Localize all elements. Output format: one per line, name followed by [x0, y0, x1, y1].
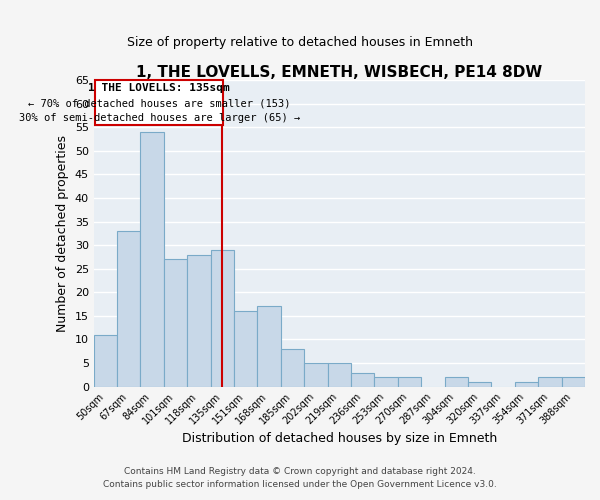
Bar	[117, 231, 140, 386]
Bar	[562, 377, 585, 386]
Bar	[211, 250, 234, 386]
Title: 1, THE LOVELLS, EMNETH, WISBECH, PE14 8DW: 1, THE LOVELLS, EMNETH, WISBECH, PE14 8D…	[136, 65, 542, 80]
Bar	[304, 363, 328, 386]
Bar	[140, 132, 164, 386]
Bar	[468, 382, 491, 386]
Text: ← 70% of detached houses are smaller (153): ← 70% of detached houses are smaller (15…	[28, 98, 290, 108]
Bar	[538, 377, 562, 386]
Text: Size of property relative to detached houses in Emneth: Size of property relative to detached ho…	[127, 36, 473, 49]
Y-axis label: Number of detached properties: Number of detached properties	[56, 135, 69, 332]
Text: 1 THE LOVELLS: 135sqm: 1 THE LOVELLS: 135sqm	[88, 83, 230, 93]
FancyBboxPatch shape	[95, 80, 223, 125]
Text: 30% of semi-detached houses are larger (65) →: 30% of semi-detached houses are larger (…	[19, 112, 300, 122]
Bar	[94, 335, 117, 386]
Bar	[164, 260, 187, 386]
Bar	[445, 377, 468, 386]
Bar	[234, 311, 257, 386]
Bar	[257, 306, 281, 386]
Bar	[515, 382, 538, 386]
Bar	[398, 377, 421, 386]
Bar	[281, 349, 304, 387]
Bar	[187, 254, 211, 386]
Bar	[351, 372, 374, 386]
Bar	[328, 363, 351, 386]
X-axis label: Distribution of detached houses by size in Emneth: Distribution of detached houses by size …	[182, 432, 497, 445]
Bar	[374, 377, 398, 386]
Text: Contains HM Land Registry data © Crown copyright and database right 2024.
Contai: Contains HM Land Registry data © Crown c…	[103, 467, 497, 489]
